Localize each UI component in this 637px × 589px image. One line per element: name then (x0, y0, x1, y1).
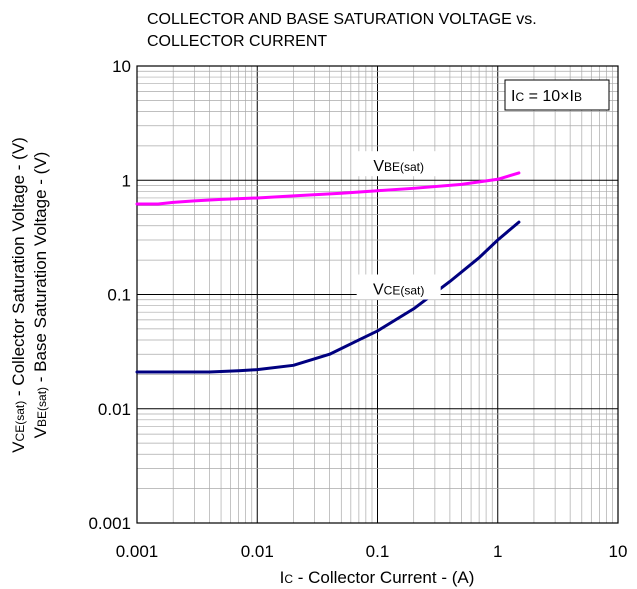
y-tick-label: 0.1 (107, 286, 131, 305)
x-tick-label: 1 (493, 542, 502, 561)
chart-title-line-1: COLLECTOR AND BASE SATURATION VOLTAGE vs… (147, 11, 537, 28)
y-tick-label: 1 (122, 171, 131, 190)
series-line-vce-sat (135, 220, 521, 374)
series-layer: VBE(sat) VCE(sat) (135, 151, 521, 374)
y-tick-label: 10 (112, 57, 131, 76)
annotation-text: IC = 10×IB (511, 88, 582, 105)
series-label: VCE(sat) (373, 282, 424, 299)
x-tick-label: 0.1 (366, 542, 390, 561)
y-axis-label-line-2: VBE(sat) - Base Saturation Voltage - (V) (31, 152, 50, 439)
chart-title-line-2: COLLECTOR CURRENT (147, 33, 327, 50)
x-tick-label: 0.01 (241, 542, 274, 561)
series-label-bg (356, 274, 441, 300)
tick-labels: 0.001 0.01 0.1 1 10 0.001 0.01 0.1 1 10 (88, 57, 627, 561)
series-label-bg (356, 151, 441, 177)
condition-annotation: IC = 10×IB (504, 79, 610, 111)
plot-frame (136, 65, 619, 524)
y-axis-label-line-1: VCE(sat) - Collector Saturation Voltage … (9, 137, 28, 453)
y-tick-label: 0.01 (98, 400, 131, 419)
series-line-vbe-sat (135, 171, 521, 206)
x-axis-label: IC - Collector Current - (A) (280, 568, 475, 587)
series-label: VBE(sat) (373, 158, 424, 175)
x-tick-label: 0.001 (116, 542, 159, 561)
x-tick-label: 10 (609, 542, 628, 561)
y-tick-label: 0.001 (88, 514, 131, 533)
annotation-box (504, 79, 610, 111)
grid (136, 66, 618, 524)
